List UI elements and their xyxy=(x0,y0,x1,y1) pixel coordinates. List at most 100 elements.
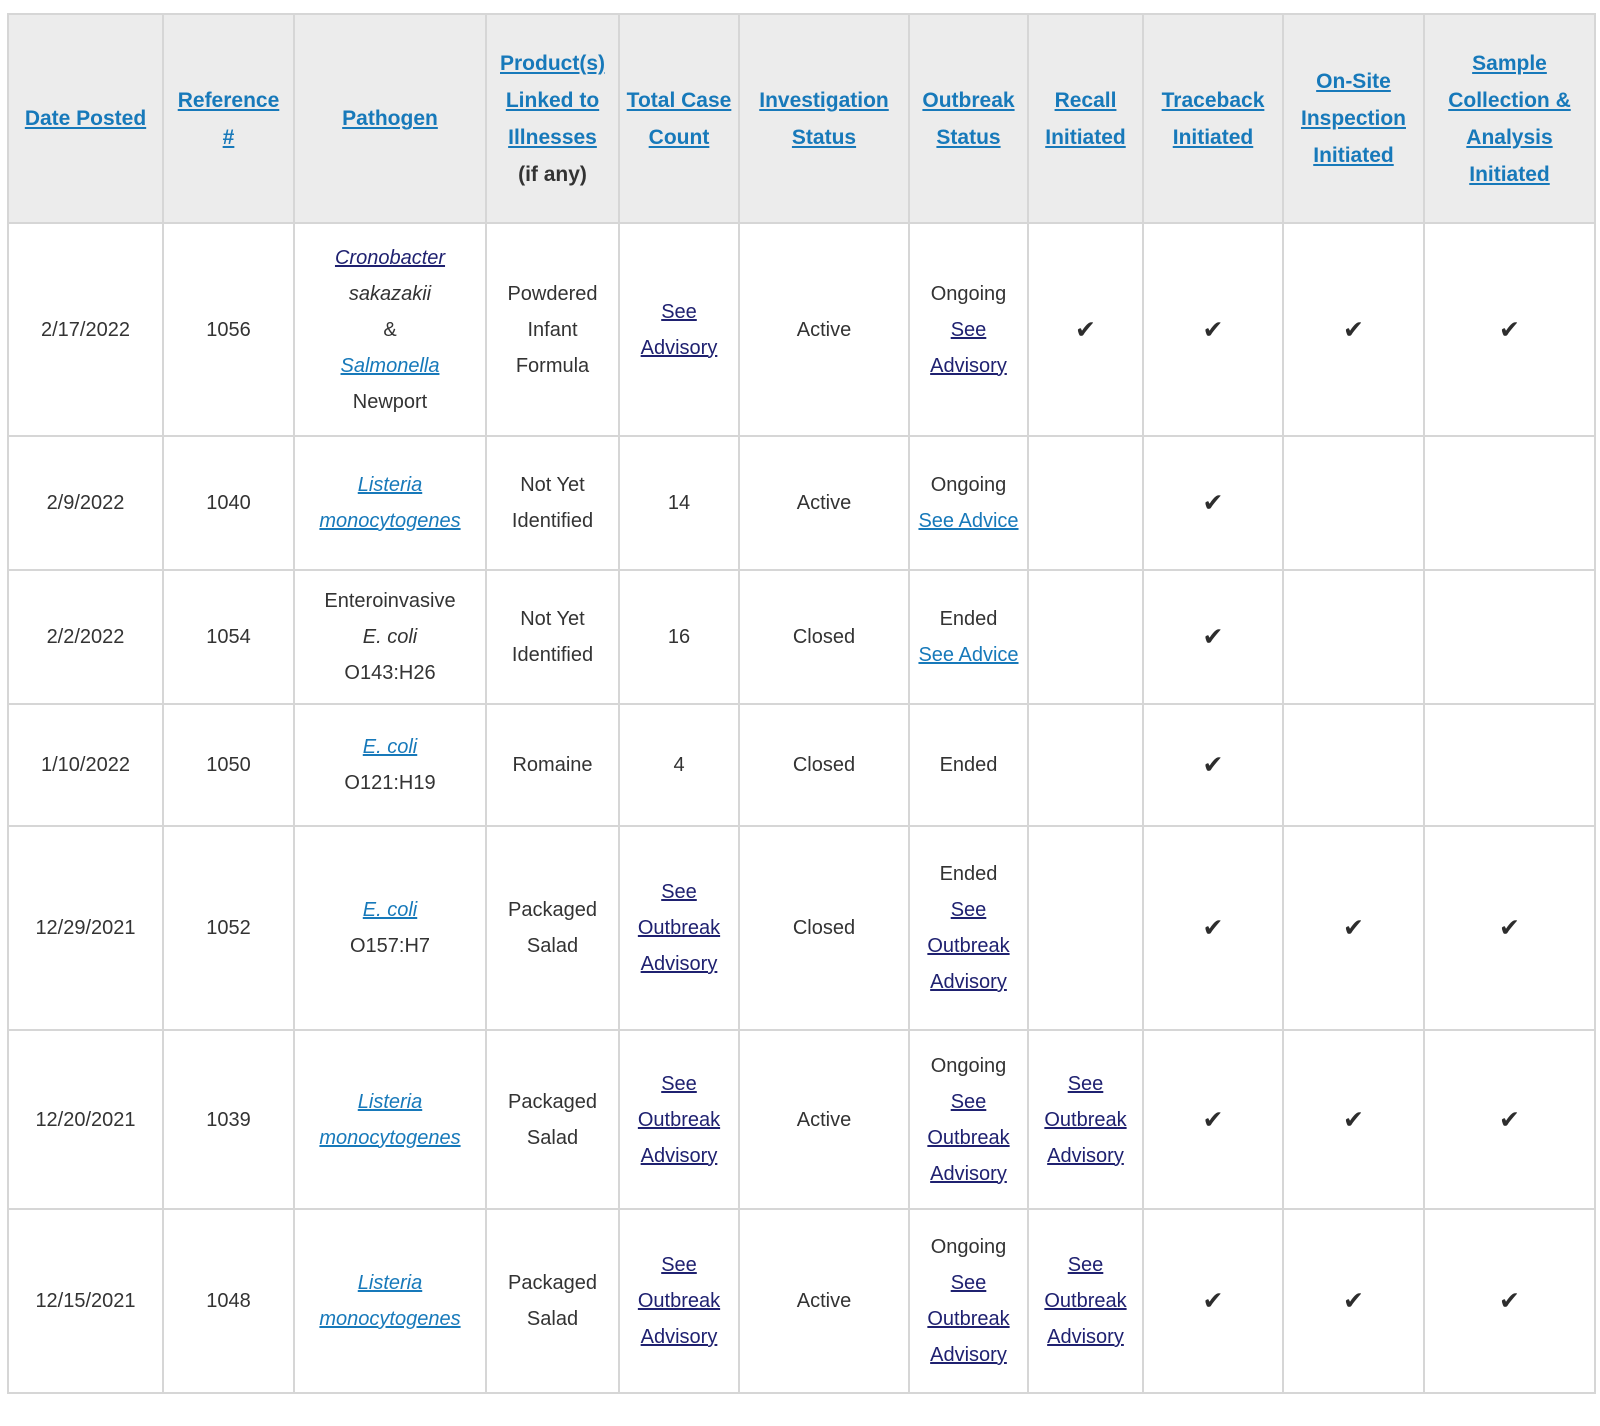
see-outbreak-advisory-link[interactable]: See Outbreak Advisory xyxy=(637,881,721,975)
see-advice-link[interactable]: See Advice xyxy=(918,644,1019,666)
products-linked-text: Romaine xyxy=(512,754,593,776)
investigation-status-text: Closed xyxy=(792,917,856,939)
cell-pathogen: E. coli O157:H7 xyxy=(293,825,487,1031)
traceback-initiated-sort-link[interactable]: Traceback Initiated xyxy=(1161,88,1265,149)
checkmark-icon: ✔ xyxy=(1499,1287,1520,1315)
total-case-count-sort-link[interactable]: Total Case Count xyxy=(626,88,732,149)
cell-total-case-count: See Outbreak Advisory xyxy=(618,1029,740,1210)
outbreak-status-text: Ended xyxy=(939,608,998,630)
listeria-monocytogenes-link[interactable]: Listeria monocytogenes xyxy=(319,1090,461,1149)
see-advisory-link[interactable]: See Advisory xyxy=(930,318,1007,377)
cell-onsite-inspection-initiated: ✔ xyxy=(1282,1029,1425,1210)
investigation-status-text: Closed xyxy=(792,754,856,776)
cell-total-case-count: 4 xyxy=(618,703,740,827)
cell-investigation-status: Active xyxy=(738,435,910,571)
pathogen-text: O157:H7 xyxy=(349,935,431,957)
products-linked-note: (if any) xyxy=(518,162,587,186)
date-posted-text: 12/15/2021 xyxy=(35,1290,136,1312)
checkmark-icon: ✔ xyxy=(1202,914,1224,942)
pathogen-sort-link[interactable]: Pathogen xyxy=(342,107,438,130)
listeria-monocytogenes-link[interactable]: Listeria monocytogenes xyxy=(319,474,461,532)
total-case-count-text: 16 xyxy=(667,626,691,648)
cell-outbreak-status: Ended See Advice xyxy=(908,569,1029,705)
cell-outbreak-status: Ongoing See Outbreak Advisory xyxy=(908,1029,1029,1210)
see-outbreak-advisory-link[interactable]: See Outbreak Advisory xyxy=(927,899,1010,993)
see-outbreak-advisory-link[interactable]: See Outbreak Advisory xyxy=(637,1072,721,1167)
column-header-sample-collection-analysis-initiated: Sample Collection & Analysis Initiated xyxy=(1423,13,1596,224)
pathogen-text: & xyxy=(383,318,397,341)
investigation-status-text: Closed xyxy=(792,626,856,648)
outbreak-status-sort-link[interactable]: Outbreak Status xyxy=(922,88,1015,149)
table-header-row: Date Posted Reference # Pathogen Product(s)… xyxy=(7,13,1596,224)
column-header-pathogen: Pathogen xyxy=(293,13,487,224)
cell-investigation-status: Active xyxy=(738,1029,910,1210)
see-outbreak-advisory-link[interactable]: See Outbreak Advisory xyxy=(637,1254,721,1348)
date-posted-text: 1/10/2022 xyxy=(41,754,130,776)
cell-pathogen: Listeria monocytogenes xyxy=(293,1029,487,1210)
date-posted-sort-link[interactable]: Date Posted xyxy=(24,107,147,130)
onsite-inspection-initiated-sort-link[interactable]: On-Site Inspection Initiated xyxy=(1300,70,1406,167)
cell-sample-collection-analysis-initiated: ✔ xyxy=(1423,1208,1596,1394)
reference-number-text: 1048 xyxy=(206,1290,251,1312)
checkmark-icon: ✔ xyxy=(1499,1105,1520,1134)
cell-reference-number: 1054 xyxy=(162,569,295,705)
cell-sample-collection-analysis-initiated: ✔ xyxy=(1423,222,1596,437)
see-outbreak-advisory-link[interactable]: See Outbreak Advisory xyxy=(927,1090,1010,1185)
outbreak-status-text: Ended xyxy=(939,754,998,776)
products-linked-text: Packaged Salad xyxy=(508,899,597,957)
see-outbreak-advisory-link[interactable]: See Outbreak Advisory xyxy=(927,1272,1010,1366)
products-linked-text: Packaged Salad xyxy=(508,1272,597,1330)
listeria-monocytogenes-link[interactable]: Listeria monocytogenes xyxy=(319,1272,461,1330)
cell-pathogen: Cronobacter sakazakii & Salmonella Newport xyxy=(293,222,487,437)
see-advisory-link[interactable]: See Advisory xyxy=(640,300,718,359)
date-posted-text: 2/9/2022 xyxy=(46,492,125,514)
cell-date-posted: 12/15/2021 xyxy=(7,1208,164,1394)
investigation-status-text: Active xyxy=(796,492,852,514)
cell-products-linked: Packaged Salad xyxy=(485,1208,620,1394)
checkmark-icon: ✔ xyxy=(1202,1287,1224,1315)
e-coli-link[interactable]: E. coli xyxy=(362,736,418,758)
cronobacter-link[interactable]: Cronobacter xyxy=(334,246,446,269)
investigation-status-text: Active xyxy=(796,318,852,341)
reference-number-text: 1050 xyxy=(206,754,251,776)
cell-onsite-inspection-initiated: ✔ xyxy=(1282,222,1425,437)
column-header-investigation-status: Investigation Status xyxy=(738,13,910,224)
checkmark-icon: ✔ xyxy=(1343,914,1364,942)
cell-products-linked: Packaged Salad xyxy=(485,1029,620,1210)
cell-pathogen: Listeria monocytogenes xyxy=(293,435,487,571)
cell-reference-number: 1052 xyxy=(162,825,295,1031)
see-advice-link[interactable]: See Advice xyxy=(918,510,1019,532)
outbreak-status-text: Ongoing xyxy=(930,474,1007,496)
pathogen-text: sakazakii xyxy=(348,282,432,305)
cell-investigation-status: Closed xyxy=(738,569,910,705)
recall-initiated-sort-link[interactable]: Recall Initiated xyxy=(1045,88,1126,149)
outbreak-investigations-table: Date Posted Reference # Pathogen Product(s)… xyxy=(7,13,1596,1394)
cell-reference-number: 1039 xyxy=(162,1029,295,1210)
see-outbreak-advisory-link[interactable]: See Outbreak Advisory xyxy=(1044,1254,1127,1348)
salmonella-link[interactable]: Salmonella xyxy=(340,354,440,377)
products-linked-sort-link[interactable]: Product(s) Linked to Illnesses xyxy=(500,51,605,149)
see-outbreak-advisory-link[interactable]: See Outbreak Advisory xyxy=(1044,1072,1127,1167)
table-row: 2/2/2022 1054 Enteroinvasive E. coli O143:H2… xyxy=(7,569,1596,705)
checkmark-icon: ✔ xyxy=(1075,315,1096,344)
date-posted-text: 2/2/2022 xyxy=(46,626,125,648)
sample-collection-analysis-initiated-sort-link[interactable]: Sample Collection & Analysis Initiated xyxy=(1448,51,1571,186)
column-header-onsite-inspection-initiated: On-Site Inspection Initiated xyxy=(1282,13,1425,224)
cell-sample-collection-analysis-initiated xyxy=(1423,435,1596,571)
outbreak-status-text: Ongoing xyxy=(930,1236,1007,1258)
cell-onsite-inspection-initiated: ✔ xyxy=(1282,825,1425,1031)
cell-pathogen: Enteroinvasive E. coli O143:H26 xyxy=(293,569,487,705)
reference-number-text: 1056 xyxy=(206,318,251,341)
cell-date-posted: 1/10/2022 xyxy=(7,703,164,827)
reference-number-text: 1040 xyxy=(206,492,251,514)
table-row: 2/9/2022 1040 Listeria monocytogenes Not Ye… xyxy=(7,435,1596,571)
column-header-date-posted: Date Posted xyxy=(7,13,164,224)
investigation-status-sort-link[interactable]: Investigation Status xyxy=(759,88,889,149)
products-linked-text: Not Yet Identified xyxy=(511,608,594,666)
reference-number-sort-link[interactable]: Reference # xyxy=(177,88,280,149)
table-row: 12/29/2021 1052 E. coli O157:H7 Packaged Sal… xyxy=(7,825,1596,1031)
pathogen-text: O143:H26 xyxy=(344,662,436,684)
checkmark-icon: ✔ xyxy=(1343,1105,1364,1134)
e-coli-link[interactable]: E. coli xyxy=(362,899,418,921)
cell-total-case-count: 16 xyxy=(618,569,740,705)
